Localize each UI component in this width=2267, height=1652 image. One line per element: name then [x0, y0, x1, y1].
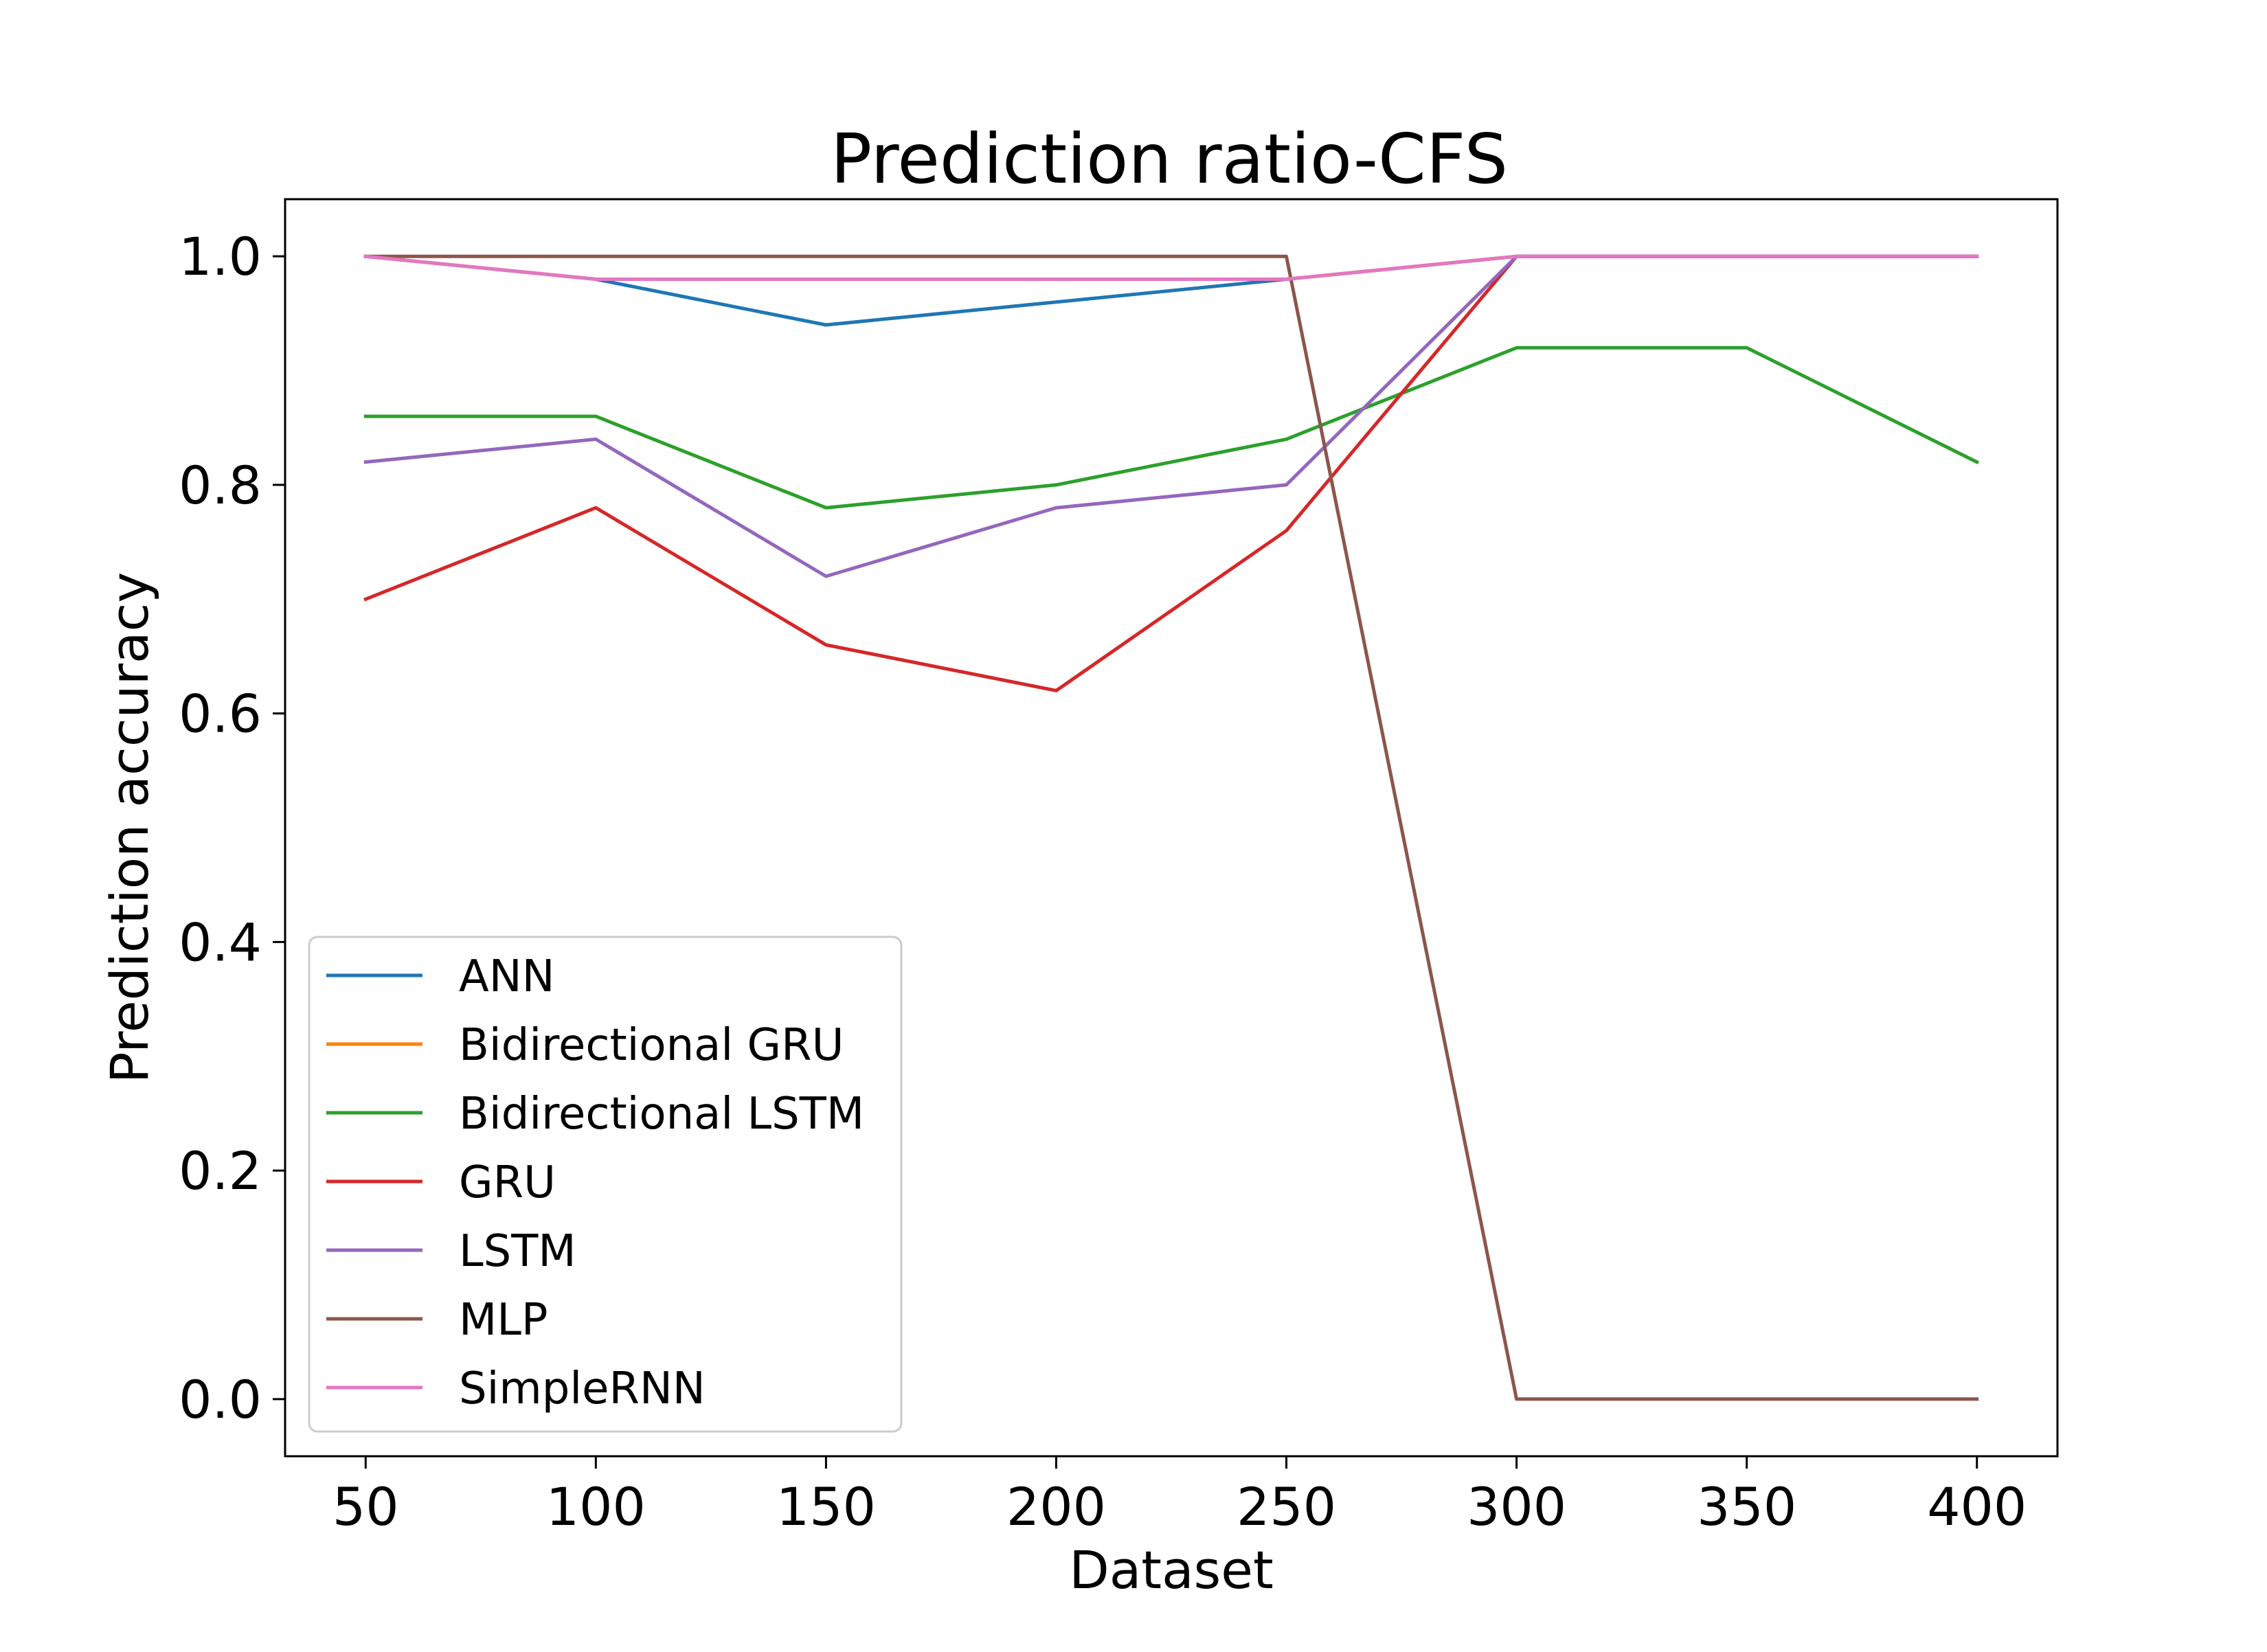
x-tick-label: 100 [546, 1476, 646, 1537]
legend-label-3: GRU [459, 1157, 556, 1208]
legend-label-5: MLP [459, 1295, 548, 1346]
legend-label-0: ANN [459, 951, 555, 1002]
series-lines [363, 254, 1980, 1401]
x-tick-label: 300 [1467, 1476, 1566, 1537]
series-line-6 [363, 254, 1979, 281]
x-tick-label: 250 [1237, 1476, 1336, 1537]
y-tick-label: 0.8 [179, 455, 262, 516]
legend-label-4: LSTM [459, 1226, 576, 1277]
y-axis-label: Prediction accuracy [99, 572, 160, 1084]
series-line-2 [363, 346, 1980, 510]
x-tick-label: 150 [776, 1476, 876, 1537]
x-tick-label: 350 [1697, 1476, 1796, 1537]
legend: ANN Bidirectional GRU Bidirectional LSTM GR… [308, 936, 903, 1433]
legend-label-2: Bidirectional LSTM [459, 1089, 864, 1140]
legend-box [308, 936, 903, 1433]
y-tick-label: 0.6 [179, 683, 262, 745]
y-tick-label: 0.4 [179, 912, 262, 973]
plot-frame [284, 198, 2059, 1458]
x-tick-label: 50 [332, 1476, 399, 1537]
chart-title: Prediction ratio-CFS [831, 119, 1508, 199]
x-tick-label: 400 [1927, 1476, 2027, 1537]
series-line-5 [363, 254, 1979, 1401]
y-axis: 0.0 0.2 0.4 0.6 0.8 1.0 [179, 226, 285, 1430]
y-tick-label: 0.0 [179, 1369, 262, 1430]
legend-label-1: Bidirectional GRU [459, 1020, 844, 1071]
x-axis: 50 100 150 200 250 300 350 400 [332, 1456, 2027, 1537]
legend-label-6: SimpleRNN [459, 1364, 706, 1414]
y-tick-label: 0.2 [179, 1140, 262, 1201]
y-tick-label: 1.0 [179, 226, 262, 287]
plot-area [284, 198, 2059, 1458]
x-axis-label: Dataset [1069, 1539, 1274, 1600]
x-tick-label: 200 [1006, 1476, 1106, 1537]
